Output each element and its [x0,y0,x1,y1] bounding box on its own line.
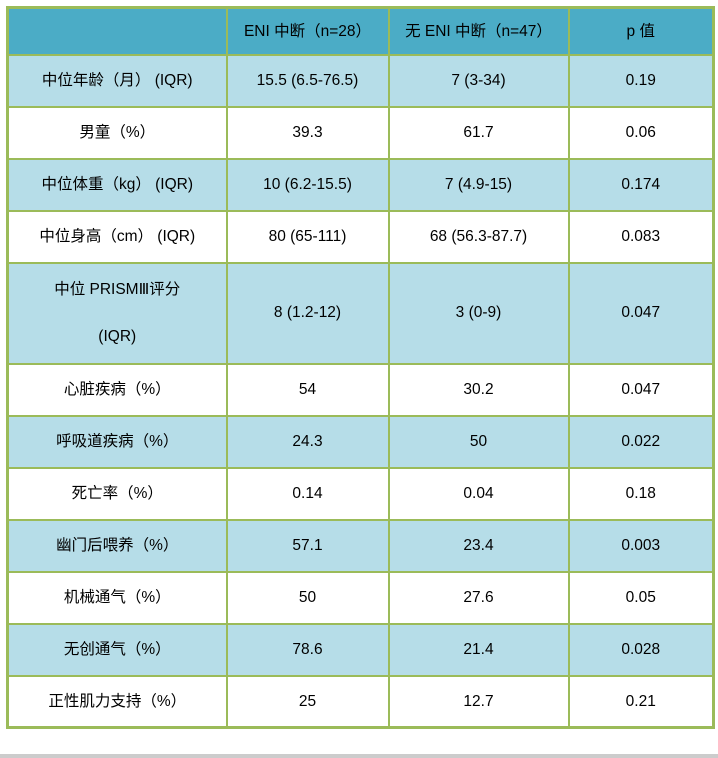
row-label-cell: 正性肌力支持（%） [6,674,228,729]
table-row: 呼吸道疾病（%） 24.3 50 0.022 [6,414,715,469]
value-cell: 78.6 [225,622,390,677]
header-eni-interruption: ENI 中断（n=28） [225,6,390,56]
value-cell: 61.7 [387,105,570,160]
p-value-cell: 0.05 [567,570,715,625]
row-label-cell: 呼吸道疾病（%） [6,414,228,469]
p-value-cell: 0.028 [567,622,715,677]
value-cell: 12.7 [387,674,570,729]
value-cell: 15.5 (6.5-76.5) [225,53,390,108]
row-label-cell: 无创通气（%） [6,622,228,677]
value-cell: 68 (56.3-87.7) [387,209,570,264]
table-header-row: ENI 中断（n=28） 无 ENI 中断（n=47） p 值 [6,6,715,56]
table-row: 正性肌力支持（%） 25 12.7 0.21 [6,674,715,729]
value-cell: 3 (0-9) [387,261,570,365]
row-label-cell: 男童（%） [6,105,228,160]
value-cell: 54 [225,362,390,417]
value-cell: 57.1 [225,518,390,573]
value-cell: 21.4 [387,622,570,677]
row-label-cell: 心脏疾病（%） [6,362,228,417]
value-cell: 10 (6.2-15.5) [225,157,390,212]
row-label-cell: 中位体重（kg） (IQR) [6,157,228,212]
p-value-cell: 0.19 [567,53,715,108]
table-row: 中位年龄（月） (IQR) 15.5 (6.5-76.5) 7 (3-34) 0… [6,53,715,108]
value-cell: 24.3 [225,414,390,469]
table-row: 中位 PRISMⅢ评分 (IQR) 8 (1.2-12) 3 (0-9) 0.0… [6,261,715,365]
page-bottom-edge [0,754,718,758]
value-cell: 23.4 [387,518,570,573]
row-label-cell: 中位年龄（月） (IQR) [6,53,228,108]
header-empty-cell [6,6,228,56]
row-label-cell: 死亡率（%） [6,466,228,521]
p-value-cell: 0.06 [567,105,715,160]
value-cell: 7 (3-34) [387,53,570,108]
table-row: 中位体重（kg） (IQR) 10 (6.2-15.5) 7 (4.9-15) … [6,157,715,212]
value-cell: 27.6 [387,570,570,625]
patient-characteristics-table: ENI 中断（n=28） 无 ENI 中断（n=47） p 值 中位年龄（月） … [6,6,715,729]
p-value-cell: 0.18 [567,466,715,521]
header-no-eni-interruption: 无 ENI 中断（n=47） [387,6,570,56]
value-cell: 0.14 [225,466,390,521]
value-cell: 39.3 [225,105,390,160]
row-label-cell: 机械通气（%） [6,570,228,625]
p-value-cell: 0.047 [567,362,715,417]
value-cell: 25 [225,674,390,729]
table-row: 机械通气（%） 50 27.6 0.05 [6,570,715,625]
table-row: 幽门后喂养（%） 57.1 23.4 0.003 [6,518,715,573]
p-value-cell: 0.022 [567,414,715,469]
table-row: 中位身高（cm） (IQR) 80 (65-111) 68 (56.3-87.7… [6,209,715,264]
p-value-cell: 0.003 [567,518,715,573]
value-cell: 7 (4.9-15) [387,157,570,212]
table-row: 男童（%） 39.3 61.7 0.06 [6,105,715,160]
table-row: 无创通气（%） 78.6 21.4 0.028 [6,622,715,677]
value-cell: 0.04 [387,466,570,521]
value-cell: 50 [387,414,570,469]
row-label-cell: 中位 PRISMⅢ评分 (IQR) [6,261,228,365]
header-p-value: p 值 [567,6,715,56]
p-value-cell: 0.047 [567,261,715,365]
row-label-cell: 幽门后喂养（%） [6,518,228,573]
table-row: 心脏疾病（%） 54 30.2 0.047 [6,362,715,417]
p-value-cell: 0.174 [567,157,715,212]
p-value-cell: 0.083 [567,209,715,264]
value-cell: 8 (1.2-12) [225,261,390,365]
value-cell: 50 [225,570,390,625]
p-value-cell: 0.21 [567,674,715,729]
value-cell: 30.2 [387,362,570,417]
value-cell: 80 (65-111) [225,209,390,264]
table-row: 死亡率（%） 0.14 0.04 0.18 [6,466,715,521]
row-label-cell: 中位身高（cm） (IQR) [6,209,228,264]
